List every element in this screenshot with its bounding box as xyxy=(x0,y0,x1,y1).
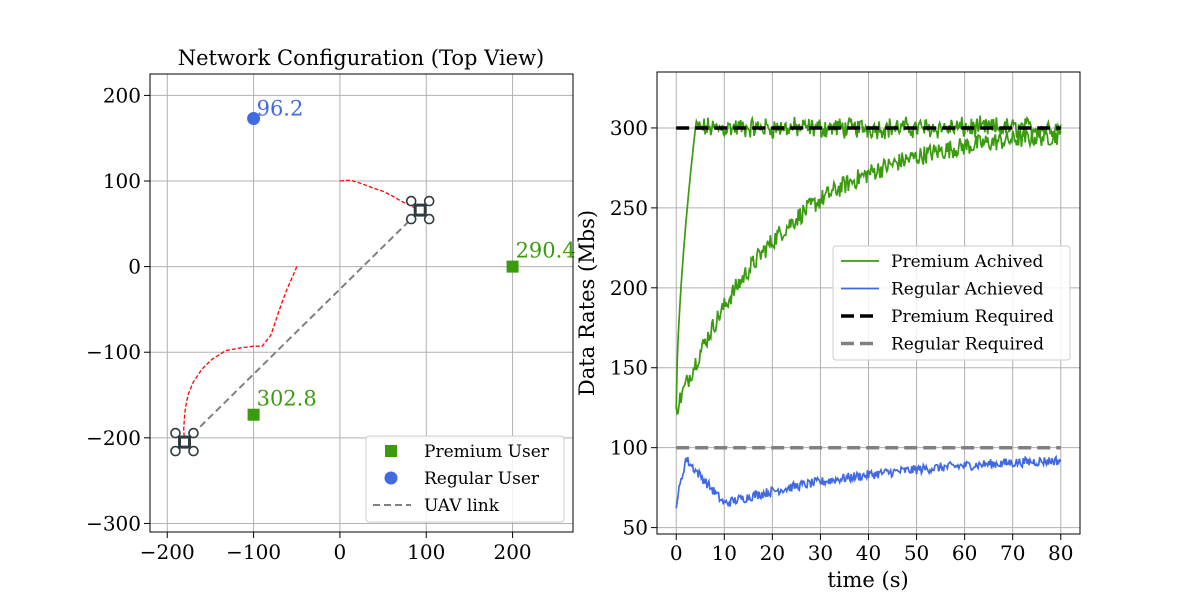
premium-user-marker xyxy=(247,408,260,421)
uav-rotor xyxy=(170,445,181,457)
right-x-tick-label: 10 xyxy=(712,541,737,565)
legend-regular-user-marker xyxy=(384,471,398,485)
right-y-tick-label: 200 xyxy=(610,276,648,300)
regular-user-rate-label: 96.2 xyxy=(257,97,304,121)
premium-user-rate-label: 290.4 xyxy=(516,239,576,263)
uav-drone-icon xyxy=(170,427,199,457)
right-y-tick-label: 50 xyxy=(623,516,648,540)
right-x-axis-label: time (s) xyxy=(827,568,908,592)
right-x-tick-label: 20 xyxy=(760,541,785,565)
right-x-tick-label: 30 xyxy=(808,541,833,565)
legend-item-label: Regular Achieved xyxy=(891,280,1044,300)
legend-item-label: Premium Required xyxy=(891,307,1054,327)
legend-item-label: Premium Achived xyxy=(891,252,1044,272)
left-x-tick-label: 200 xyxy=(493,540,531,564)
uav-link-line xyxy=(183,209,421,443)
legend-item-label: Regular Required xyxy=(891,335,1044,355)
network-top-view-plot: Network Configuration (Top View) −200 −10… xyxy=(86,46,576,564)
premium-user-marker xyxy=(506,260,519,273)
uav-trajectory xyxy=(183,266,298,443)
uav-rotor xyxy=(423,195,435,207)
right-y-tick-label: 150 xyxy=(610,356,648,380)
legend-item-label: UAV link xyxy=(424,496,500,516)
uav-rotor xyxy=(170,427,181,439)
user-points-layer: 302.8 290.4 96.2 xyxy=(247,97,576,421)
left-x-tick-label: −100 xyxy=(226,540,281,564)
right-y-tick-label: 300 xyxy=(610,116,648,140)
right-x-tick-label: 60 xyxy=(952,541,977,565)
uav-rotor xyxy=(188,445,199,457)
uav-drone-icon xyxy=(405,195,435,225)
right-legend: Premium Achived Regular Achieved Premium R… xyxy=(832,245,1071,361)
left-legend: Premium User Regular User UAV link xyxy=(365,435,565,523)
left-plot-title: Network Configuration (Top View) xyxy=(178,46,545,70)
right-x-tick-label: 40 xyxy=(856,541,881,565)
right-x-tick-label: 0 xyxy=(670,541,683,565)
uav-rotor xyxy=(423,213,435,225)
right-x-tick-label: 50 xyxy=(904,541,929,565)
right-ticks: 0 10 20 30 40 50 60 70 80 50 100 150 200 250 300 xyxy=(610,116,1074,565)
series-regular-achieved xyxy=(675,454,1062,509)
series-premium-achived xyxy=(675,115,1062,410)
right-y-tick-label: 250 xyxy=(610,196,648,220)
uav-layer xyxy=(170,195,435,457)
uav-link-layer xyxy=(183,209,421,443)
left-legend-box xyxy=(365,435,565,523)
premium-user-rate-label: 302.8 xyxy=(257,387,317,411)
uav-path-layer xyxy=(183,179,421,443)
regular-user-marker xyxy=(247,112,261,126)
left-y-tick-label: −200 xyxy=(86,426,141,450)
left-y-tick-label: 200 xyxy=(103,83,141,107)
right-y-axis-label: Data Rates (Mbs) xyxy=(575,210,599,396)
right-legend-box xyxy=(832,245,1071,361)
uav-body xyxy=(178,435,191,449)
uav-rotor xyxy=(188,427,199,439)
left-plot-frame xyxy=(149,73,574,533)
right-x-tick-label: 80 xyxy=(1048,541,1073,565)
legend-item-label: Premium User xyxy=(424,442,550,462)
left-x-tick-label: 100 xyxy=(407,540,445,564)
left-y-tick-label: −300 xyxy=(86,511,141,535)
right-x-tick-label: 70 xyxy=(1000,541,1025,565)
left-x-tick-label: −200 xyxy=(140,540,195,564)
uav-trajectory xyxy=(339,179,421,211)
uav-body xyxy=(413,203,427,217)
left-y-tick-label: 100 xyxy=(103,169,141,193)
series-premium-achived xyxy=(675,124,1062,416)
legend-premium-user-marker xyxy=(385,445,397,457)
uav-rotor xyxy=(405,195,417,207)
left-ticks: −200 −100 0 100 200 200 100 0 −100 −200 −300 xyxy=(86,83,532,564)
left-y-tick-label: −100 xyxy=(86,340,141,364)
right-series-layer xyxy=(675,115,1062,509)
left-y-tick-label: 0 xyxy=(128,255,141,279)
legend-item-label: Regular User xyxy=(424,469,540,489)
data-rates-plot: 0 10 20 30 40 50 60 70 80 50 100 150 200 250 300 time … xyxy=(575,71,1081,592)
right-y-tick-label: 100 xyxy=(610,436,648,460)
uav-rotor xyxy=(405,213,417,225)
right-plot-frame xyxy=(656,71,1081,535)
left-x-tick-label: 0 xyxy=(334,540,347,564)
